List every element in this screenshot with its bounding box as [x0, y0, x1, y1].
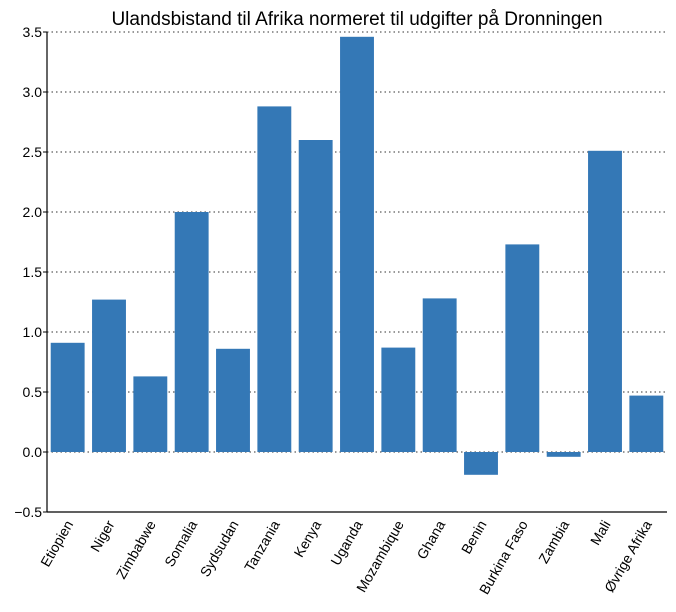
bar-etiopien — [50, 342, 85, 452]
y-tick-label: 1.5 — [23, 264, 43, 280]
bar-mozambique — [381, 347, 416, 452]
x-tick-label: Mali — [587, 518, 614, 548]
bar-zimbabwe — [133, 376, 168, 452]
bar-ghana — [422, 298, 457, 452]
bar-burkina-faso — [505, 244, 540, 452]
y-tick-label: 0.0 — [23, 444, 43, 460]
x-tick-label: Uganda — [327, 517, 365, 568]
bars — [50, 36, 664, 475]
x-tick-label: Kenya — [291, 517, 325, 560]
bar-tanzania — [257, 106, 292, 453]
y-tick-label: 2.0 — [23, 204, 43, 220]
y-tick-label: −0.5 — [14, 504, 42, 520]
bar-somalia — [174, 212, 209, 452]
y-tick-label: 1.0 — [23, 324, 43, 340]
x-tick-label: Benin — [458, 518, 490, 557]
y-tick-labels: −0.5 0.0 0.5 1.0 1.5 2.0 2.5 3.0 3.5 — [14, 24, 42, 520]
x-tick-label: Tanzania — [241, 517, 283, 574]
bar-zambia — [546, 452, 581, 457]
x-tick-label: Niger — [87, 517, 118, 554]
x-tick-label: Sydsudan — [197, 518, 242, 580]
x-tick-label: Zimbabwe — [113, 517, 159, 581]
x-tick-label: Somalia — [161, 517, 200, 569]
x-tick-label: Zambia — [535, 517, 572, 566]
bar-mali — [588, 150, 622, 453]
bar-øvrige-afrika — [629, 395, 664, 452]
y-tick-label: 3.0 — [23, 84, 43, 100]
bar-benin — [464, 452, 498, 475]
chart-title: Ulandsbistand til Afrika normeret til ud… — [111, 9, 602, 30]
x-tick-label: Etiopien — [37, 518, 76, 570]
bar-kenya — [298, 140, 333, 452]
y-tick-label: 0.5 — [23, 384, 43, 400]
y-tick-label: 3.5 — [23, 24, 43, 40]
bar-niger — [92, 299, 126, 452]
axes — [43, 31, 667, 513]
x-tick-label: Ghana — [413, 517, 448, 562]
y-tick-label: 2.5 — [23, 144, 43, 160]
bar-sydsudan — [216, 348, 250, 452]
bar-uganda — [340, 36, 374, 453]
